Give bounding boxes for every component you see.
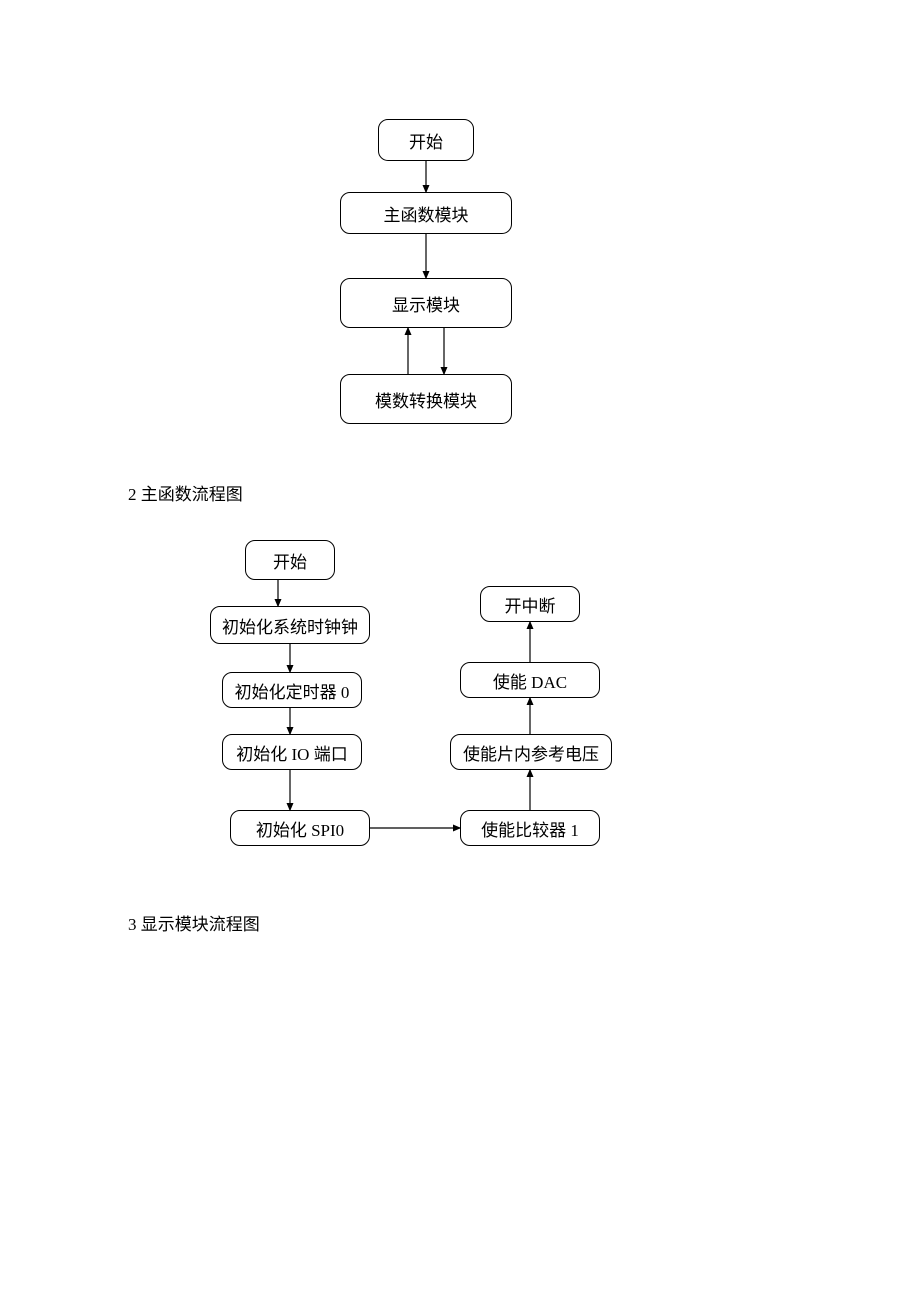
node-label: 开始 (409, 128, 443, 153)
node-label: 初始化 IO 端口 (236, 740, 347, 765)
flowchart-node: 开中断 (480, 586, 580, 622)
node-label: 开中断 (505, 592, 556, 617)
node-label: 使能片内参考电压 (463, 740, 599, 765)
flowchart-node: 初始化定时器 0 (222, 672, 362, 708)
flowchart-node: 使能 DAC (460, 662, 600, 698)
flowchart-node: 开始 (378, 119, 474, 161)
flowchart-node: 初始化 SPI0 (230, 810, 370, 846)
flowchart-node: 初始化 IO 端口 (222, 734, 362, 770)
flowchart-node: 模数转换模块 (340, 374, 512, 424)
node-label: 初始化系统时钟钟 (222, 613, 358, 638)
flowchart-node: 使能片内参考电压 (450, 734, 612, 770)
node-label: 初始化 SPI0 (256, 816, 344, 841)
flowchart-node: 显示模块 (340, 278, 512, 328)
node-label: 使能比较器 1 (481, 816, 579, 841)
node-label: 初始化定时器 0 (235, 678, 350, 703)
flowchart-node: 主函数模块 (340, 192, 512, 234)
caption-text: 2 主函数流程图 (128, 485, 243, 504)
section-caption: 3 显示模块流程图 (128, 910, 260, 935)
flowchart-node: 开始 (245, 540, 335, 580)
node-label: 模数转换模块 (375, 387, 477, 412)
node-label: 主函数模块 (384, 201, 469, 226)
flowchart-node: 使能比较器 1 (460, 810, 600, 846)
node-label: 使能 DAC (493, 668, 567, 693)
flowchart-node: 初始化系统时钟钟 (210, 606, 370, 644)
section-caption: 2 主函数流程图 (128, 480, 243, 505)
node-label: 显示模块 (392, 291, 460, 316)
node-label: 开始 (273, 548, 307, 573)
caption-text: 3 显示模块流程图 (128, 915, 260, 934)
